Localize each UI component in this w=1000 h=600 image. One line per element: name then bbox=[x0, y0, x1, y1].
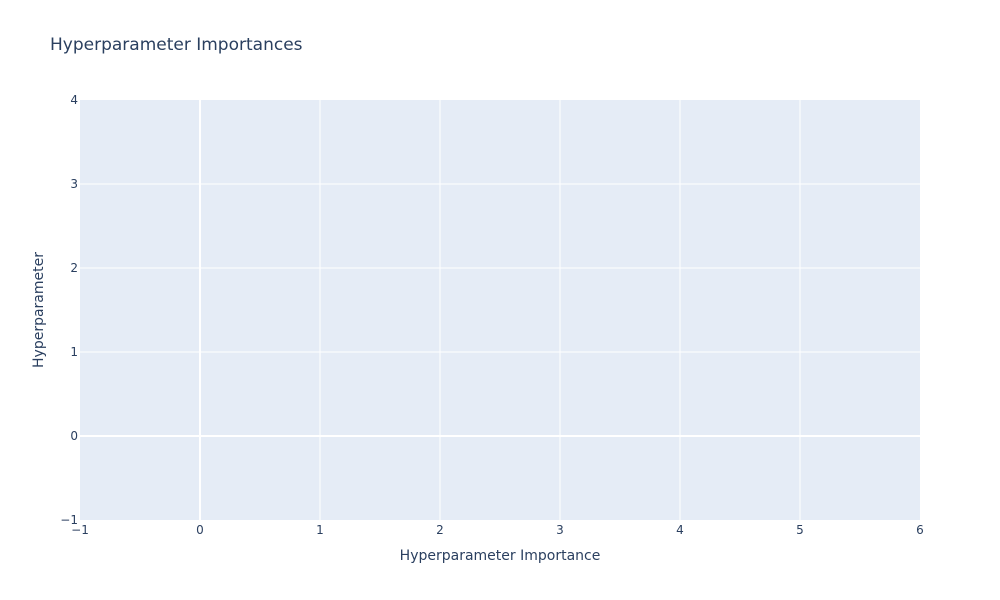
gridlines bbox=[80, 100, 920, 520]
y-tick-label: 1 bbox=[70, 345, 78, 359]
y-tick-label: 0 bbox=[70, 429, 78, 443]
x-tick-label: 6 bbox=[916, 523, 924, 537]
y-tick-label: 3 bbox=[70, 177, 78, 191]
y-tick-label: 4 bbox=[70, 93, 78, 107]
chart-title: Hyperparameter Importances bbox=[50, 35, 303, 55]
x-tick-label: 4 bbox=[676, 523, 684, 537]
plot-background bbox=[80, 100, 920, 520]
y-tick-label: 2 bbox=[70, 261, 78, 275]
x-tick-label: 2 bbox=[436, 523, 444, 537]
y-tick-label: −1 bbox=[60, 513, 78, 527]
x-tick-label: 1 bbox=[316, 523, 324, 537]
x-tick-label: 5 bbox=[796, 523, 804, 537]
tick-labels: −1 0 1 2 3 4 5 6 −1 0 1 2 3 4 bbox=[60, 93, 924, 537]
x-tick-label: 0 bbox=[196, 523, 204, 537]
y-axis-title: Hyperparameter bbox=[31, 252, 47, 368]
x-axis-title: Hyperparameter Importance bbox=[400, 548, 601, 564]
x-tick-label: 3 bbox=[556, 523, 564, 537]
x-tick-label: −1 bbox=[71, 523, 89, 537]
